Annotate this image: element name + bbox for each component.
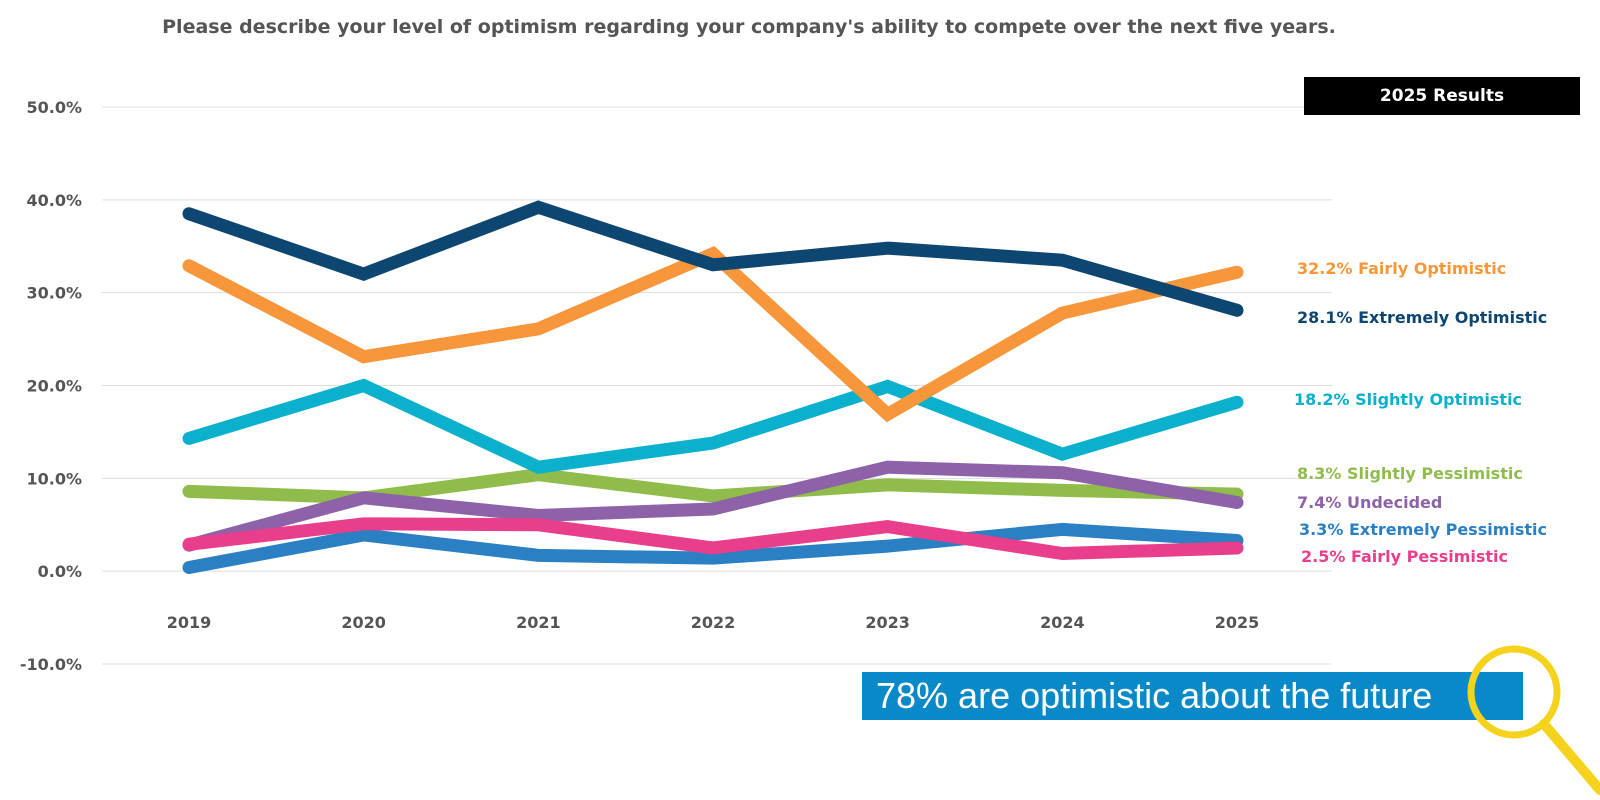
x-tick-label: 2021	[516, 613, 561, 632]
y-axis: -10.0% 0.0% 10.0% 20.0% 30.0% 40.0% 50.0%	[20, 98, 82, 674]
series-lines	[182, 200, 1244, 574]
results-badge: 2025 Results	[1304, 77, 1580, 115]
series-label-slightly-optimistic: 18.2% Slightly Optimistic	[1294, 390, 1522, 409]
x-tick-label: 2024	[1040, 613, 1085, 632]
series-line-undecided	[182, 460, 1244, 552]
series-line-extremely-optimistic	[182, 200, 1244, 317]
series-label-fairly-optimistic: 32.2% Fairly Optimistic	[1297, 259, 1506, 278]
series-line-extremely-pessimistic	[182, 522, 1244, 574]
y-tick-label: -10.0%	[20, 655, 82, 674]
series-line-fairly-pessimistic	[182, 517, 1244, 561]
series-label-fairly-pessimistic: 2.5% Fairly Pessimistic	[1301, 547, 1508, 566]
series-label-extremely-optimistic: 28.1% Extremely Optimistic	[1297, 308, 1547, 327]
y-tick-label: 30.0%	[26, 284, 82, 303]
x-tick-label: 2022	[691, 613, 736, 632]
chart-title: Please describe your level of optimism r…	[162, 16, 1336, 38]
y-tick-label: 50.0%	[26, 98, 82, 117]
x-tick-label: 2023	[865, 613, 910, 632]
optimism-callout: 78% are optimistic about the future	[862, 672, 1523, 720]
y-tick-label: 20.0%	[26, 377, 82, 396]
series-line-fairly-optimistic	[182, 246, 1244, 423]
series-label-undecided: 7.4% Undecided	[1297, 493, 1442, 512]
series-label-extremely-pessimistic: 3.3% Extremely Pessimistic	[1299, 520, 1547, 539]
x-axis: 2019 2020 2021 2022 2023 2024 2025	[167, 613, 1260, 632]
series-label-slightly-pessimistic: 8.3% Slightly Pessimistic	[1297, 464, 1523, 483]
x-tick-label: 2025	[1215, 613, 1260, 632]
grid-lines	[102, 106, 1332, 665]
x-tick-label: 2020	[341, 613, 386, 632]
series-line-slightly-optimistic	[182, 378, 1244, 474]
y-tick-label: 0.0%	[38, 562, 82, 581]
x-tick-label: 2019	[167, 613, 212, 632]
y-tick-label: 10.0%	[26, 469, 82, 488]
y-tick-label: 40.0%	[26, 191, 82, 210]
series-labels: 8.3% Slightly Pessimistic 7.4% Undecided 3…	[1294, 259, 1547, 566]
